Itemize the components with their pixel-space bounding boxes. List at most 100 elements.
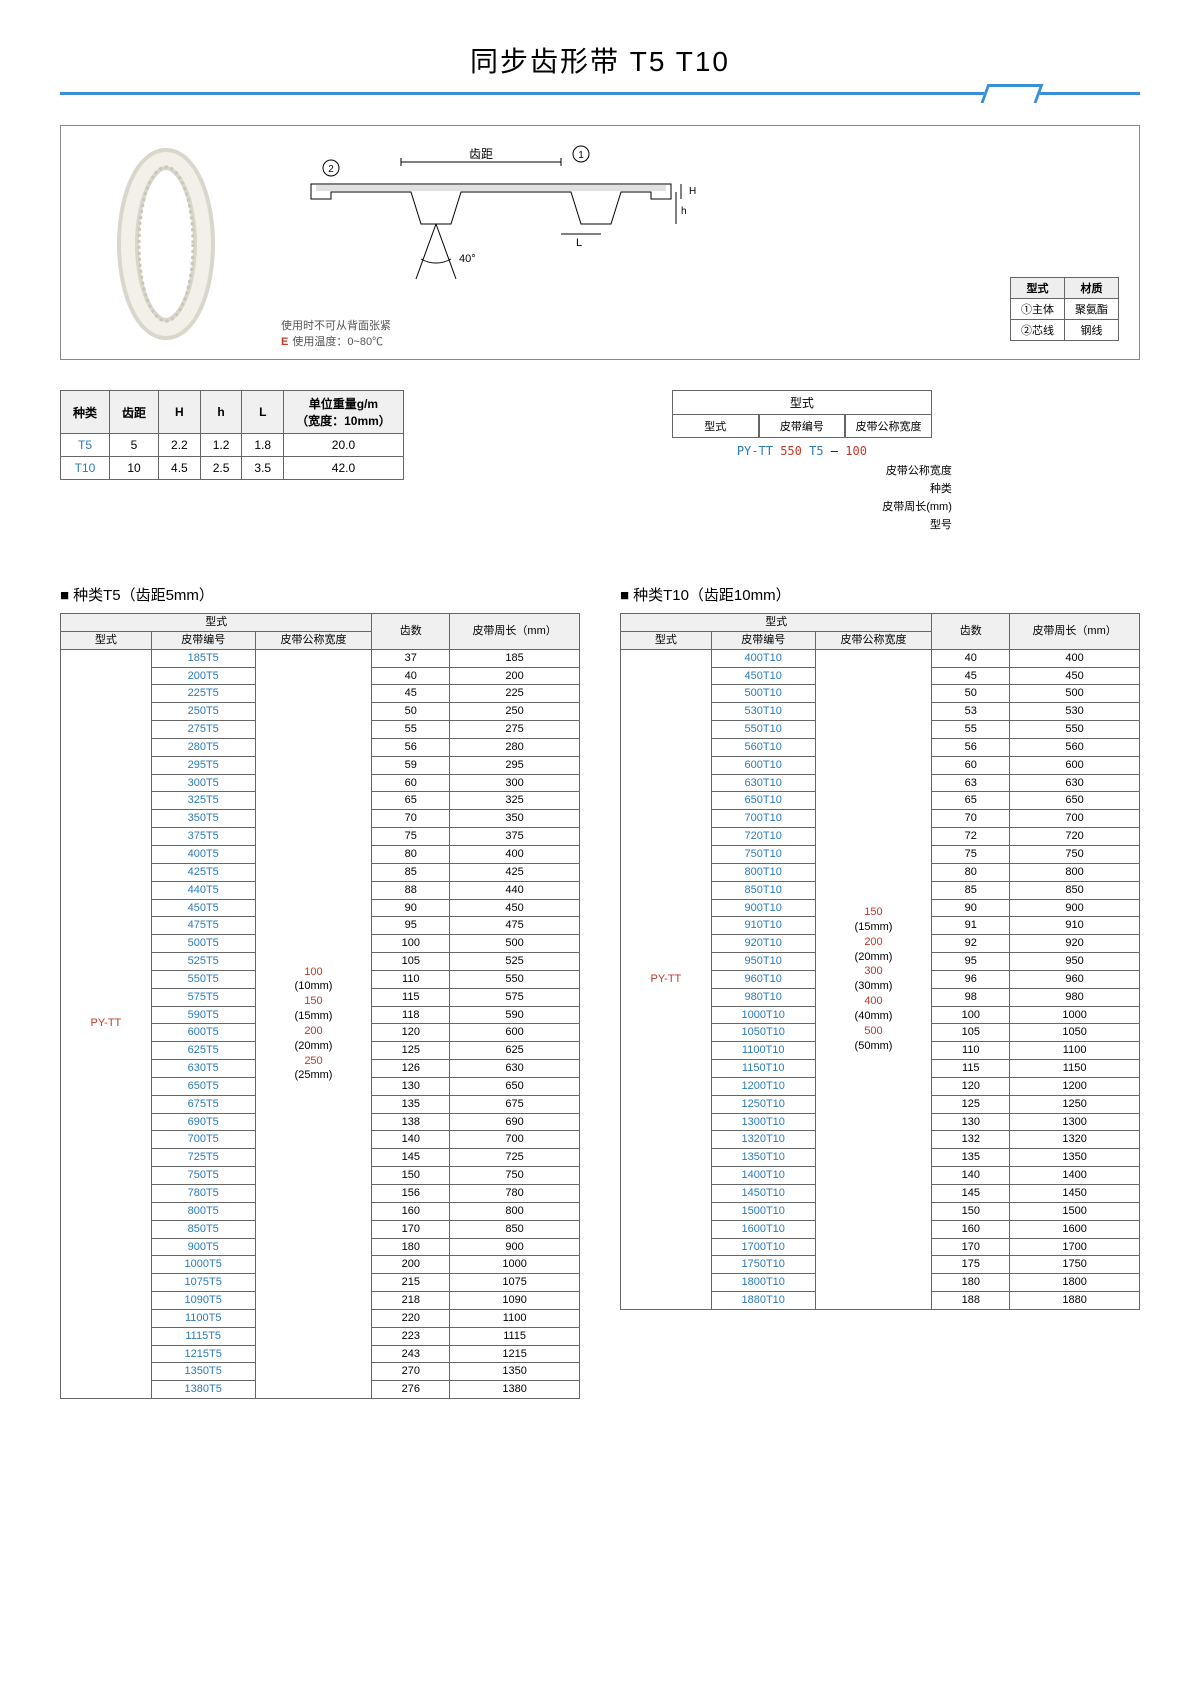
length-cell: 200	[450, 667, 580, 685]
length-cell: 1090	[450, 1292, 580, 1310]
t5-type-cell: PY-TT	[61, 649, 152, 1398]
belt-code: 1090T5	[151, 1292, 255, 1310]
belt-code: 350T5	[151, 810, 255, 828]
teeth-cell: 270	[372, 1363, 450, 1381]
spec-cell: 1.2	[200, 434, 242, 457]
teeth-cell: 50	[932, 685, 1010, 703]
length-cell: 1750	[1010, 1256, 1140, 1274]
belt-code: 650T5	[151, 1077, 255, 1095]
teeth-cell: 56	[932, 738, 1010, 756]
length-cell: 325	[450, 792, 580, 810]
teeth-cell: 145	[932, 1185, 1010, 1203]
length-cell: 525	[450, 953, 580, 971]
belt-code: 525T5	[151, 953, 255, 971]
leg2: 皮带周长(mm)	[652, 498, 952, 514]
teeth-cell: 160	[372, 1202, 450, 1220]
belt-code: 1150T10	[711, 1060, 815, 1078]
belt-code: 800T5	[151, 1202, 255, 1220]
e-marker: E	[281, 336, 288, 348]
belt-code: 650T10	[711, 792, 815, 810]
teeth-cell: 40	[372, 667, 450, 685]
belt-code: 850T5	[151, 1220, 255, 1238]
spec-cell: 3.5	[242, 457, 284, 480]
teeth-cell: 60	[372, 774, 450, 792]
spec-cell: 1.8	[242, 434, 284, 457]
teeth-cell: 110	[932, 1042, 1010, 1060]
belt-code: 440T5	[151, 881, 255, 899]
format-header: 型式	[672, 390, 932, 415]
belt-code: 750T10	[711, 845, 815, 863]
teeth-cell: 130	[932, 1113, 1010, 1131]
svg-text:H: H	[689, 186, 696, 197]
teeth-cell: 45	[372, 685, 450, 703]
length-cell: 425	[450, 863, 580, 881]
teeth-cell: 115	[372, 988, 450, 1006]
teeth-cell: 180	[932, 1274, 1010, 1292]
belt-code: 530T10	[711, 703, 815, 721]
belt-code: 250T5	[151, 703, 255, 721]
t5-hs1: 皮带编号	[151, 631, 255, 649]
belt-code: 1075T5	[151, 1274, 255, 1292]
belt-code: 1350T10	[711, 1149, 815, 1167]
spec-cell: 10	[110, 457, 159, 480]
t5-hs2: 皮带公称宽度	[255, 631, 372, 649]
length-cell: 1380	[450, 1381, 580, 1399]
spec-cell: 4.5	[159, 457, 201, 480]
length-cell: 690	[450, 1113, 580, 1131]
t10-width-cell: 150(15mm)200(20mm)300(30mm)400(40mm)500(…	[815, 649, 932, 1309]
fmt-sub1: 皮带编号	[759, 415, 846, 438]
teeth-cell: 175	[932, 1256, 1010, 1274]
t10-hs2: 皮带公称宽度	[815, 631, 932, 649]
teeth-cell: 115	[932, 1060, 1010, 1078]
belt-code: 950T10	[711, 953, 815, 971]
belt-code: 575T5	[151, 988, 255, 1006]
usage-notes: 使用时不可从背面张紧 E使用温度：0~80℃	[281, 317, 1119, 349]
length-cell: 1050	[1010, 1024, 1140, 1042]
belt-code: 1250T10	[711, 1095, 815, 1113]
mat-r0c0: ①主体	[1011, 299, 1065, 320]
teeth-cell: 243	[372, 1345, 450, 1363]
teeth-cell: 135	[932, 1149, 1010, 1167]
length-cell: 560	[1010, 738, 1140, 756]
belt-code: 630T5	[151, 1060, 255, 1078]
length-cell: 350	[450, 810, 580, 828]
spec-header: L	[242, 391, 284, 434]
teeth-cell: 223	[372, 1327, 450, 1345]
length-cell: 575	[450, 988, 580, 1006]
length-cell: 1100	[450, 1309, 580, 1327]
length-cell: 280	[450, 738, 580, 756]
teeth-cell: 95	[932, 953, 1010, 971]
teeth-cell: 170	[372, 1220, 450, 1238]
length-cell: 550	[450, 970, 580, 988]
t10-hs1: 皮带编号	[711, 631, 815, 649]
length-cell: 530	[1010, 703, 1140, 721]
belt-code: 1500T10	[711, 1202, 815, 1220]
length-cell: 295	[450, 756, 580, 774]
teeth-cell: 45	[932, 667, 1010, 685]
length-cell: 225	[450, 685, 580, 703]
mat-r1c1: 钢线	[1065, 320, 1119, 341]
belt-code: 400T5	[151, 845, 255, 863]
belt-code: 1100T5	[151, 1309, 255, 1327]
belt-code: 1750T10	[711, 1256, 815, 1274]
length-cell: 185	[450, 649, 580, 667]
fmt-sub2: 皮带公称宽度	[845, 415, 932, 438]
belt-code: 550T10	[711, 721, 815, 739]
t5-title: 种类T5（齿距5mm）	[60, 584, 580, 605]
belt-code: 425T5	[151, 863, 255, 881]
t10-title: 种类T10（齿距10mm）	[620, 584, 1140, 605]
teeth-cell: 85	[372, 863, 450, 881]
teeth-cell: 40	[932, 649, 1010, 667]
length-cell: 590	[450, 1006, 580, 1024]
teeth-cell: 90	[372, 899, 450, 917]
teeth-cell: 120	[372, 1024, 450, 1042]
belt-code: 500T5	[151, 935, 255, 953]
length-cell: 1000	[1010, 1006, 1140, 1024]
belt-code: 780T5	[151, 1185, 255, 1203]
belt-code: 1100T10	[711, 1042, 815, 1060]
belt-code: 400T10	[711, 649, 815, 667]
length-cell: 1700	[1010, 1238, 1140, 1256]
belt-code: 1380T5	[151, 1381, 255, 1399]
length-cell: 700	[1010, 810, 1140, 828]
length-cell: 1320	[1010, 1131, 1140, 1149]
